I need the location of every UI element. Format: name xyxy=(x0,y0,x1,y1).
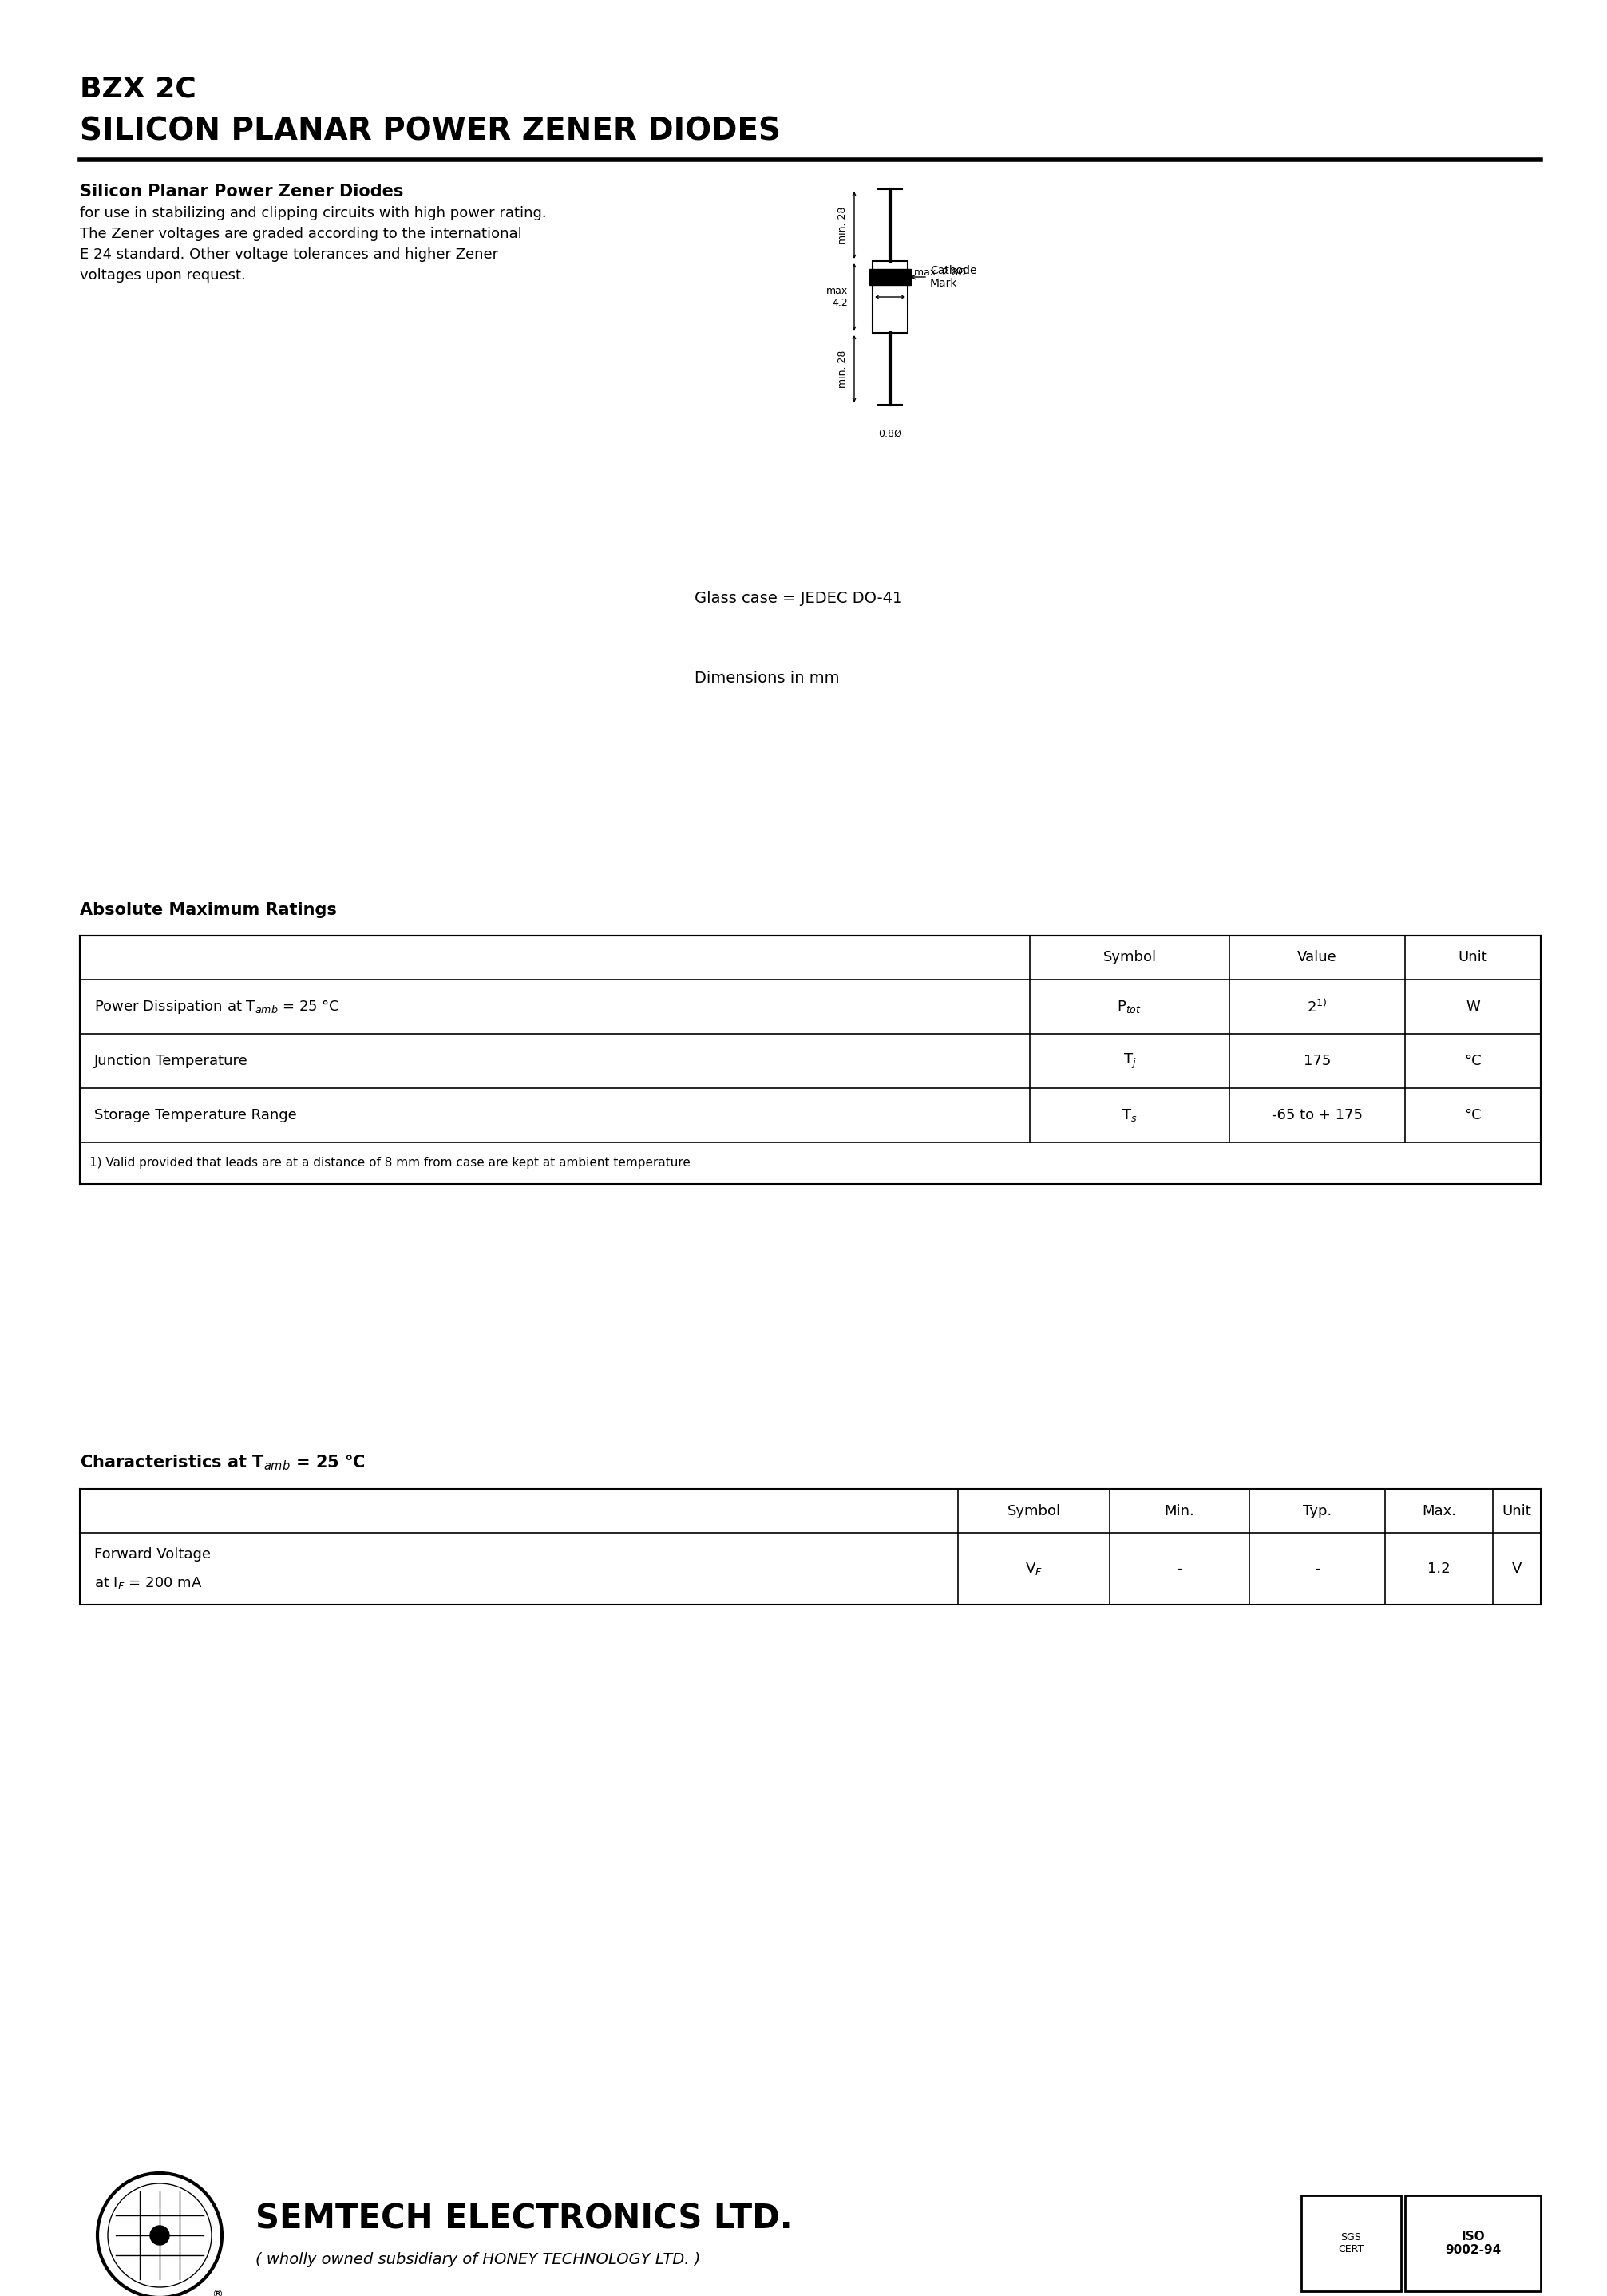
Bar xyxy=(1405,2195,1541,2291)
Text: Glass case = JEDEC DO-41: Glass case = JEDEC DO-41 xyxy=(694,590,903,606)
Text: -: - xyxy=(1315,1561,1319,1575)
Text: Absolute Maximum Ratings: Absolute Maximum Ratings xyxy=(80,902,337,918)
Text: Unit: Unit xyxy=(1503,1504,1531,1518)
Text: Symbol: Symbol xyxy=(1008,1504,1061,1518)
Text: -65 to + 175: -65 to + 175 xyxy=(1271,1109,1363,1123)
Text: Max.: Max. xyxy=(1422,1504,1456,1518)
Text: T$_{s}$: T$_{s}$ xyxy=(1122,1107,1138,1123)
Text: min. 28: min. 28 xyxy=(837,207,848,243)
Text: °C: °C xyxy=(1464,1109,1482,1123)
Text: P$_{tot}$: P$_{tot}$ xyxy=(1117,999,1143,1015)
Text: ®: ® xyxy=(212,2289,223,2296)
Text: -: - xyxy=(1176,1561,1183,1575)
Text: V: V xyxy=(1512,1561,1522,1575)
Text: Characteristics at T$_{amb}$ = 25 °C: Characteristics at T$_{amb}$ = 25 °C xyxy=(80,1453,365,1472)
Text: SILICON PLANAR POWER ZENER DIODES: SILICON PLANAR POWER ZENER DIODES xyxy=(80,115,781,147)
Text: Power Dissipation at T$_{amb}$ = 25 °C: Power Dissipation at T$_{amb}$ = 25 °C xyxy=(95,999,339,1015)
Text: at I$_{F}$ = 200 mA: at I$_{F}$ = 200 mA xyxy=(95,1575,202,1591)
Text: 175: 175 xyxy=(1303,1054,1331,1068)
Circle shape xyxy=(149,2225,169,2245)
Text: min. 28: min. 28 xyxy=(837,349,848,388)
Text: 0.8Ø: 0.8Ø xyxy=(877,429,902,439)
Text: ( wholly owned subsidiary of HONEY TECHNOLOGY LTD. ): ( wholly owned subsidiary of HONEY TECHN… xyxy=(256,2252,701,2266)
Text: BZX 2C: BZX 2C xyxy=(80,76,196,103)
Text: Symbol: Symbol xyxy=(1102,951,1157,964)
Text: Unit: Unit xyxy=(1458,951,1488,964)
Text: max. 2.8Ø: max. 2.8Ø xyxy=(914,266,966,278)
Text: Junction Temperature: Junction Temperature xyxy=(95,1054,247,1068)
Text: T$_{j}$: T$_{j}$ xyxy=(1123,1052,1136,1070)
Text: Storage Temperature Range: Storage Temperature Range xyxy=(95,1109,297,1123)
Text: Value: Value xyxy=(1297,951,1337,964)
Text: voltages upon request.: voltages upon request. xyxy=(80,269,246,282)
Text: 1.2: 1.2 xyxy=(1427,1561,1451,1575)
Text: SEMTECH ELECTRONICS LTD.: SEMTECH ELECTRONICS LTD. xyxy=(256,2202,792,2236)
Text: E 24 standard. Other voltage tolerances and higher Zener: E 24 standard. Other voltage tolerances … xyxy=(80,248,498,262)
Text: W: W xyxy=(1466,999,1480,1015)
Text: for use in stabilizing and clipping circuits with high power rating.: for use in stabilizing and clipping circ… xyxy=(80,207,546,220)
Bar xyxy=(1302,2195,1401,2291)
Text: The Zener voltages are graded according to the international: The Zener voltages are graded according … xyxy=(80,227,522,241)
Bar xyxy=(869,269,911,285)
Text: °C: °C xyxy=(1464,1054,1482,1068)
Text: Forward Voltage: Forward Voltage xyxy=(95,1548,211,1561)
Text: Min.: Min. xyxy=(1165,1504,1194,1518)
Text: ISO
9002-94: ISO 9002-94 xyxy=(1445,2229,1501,2257)
Text: Cathode
Mark: Cathode Mark xyxy=(930,264,977,289)
Text: SGS
CERT: SGS CERT xyxy=(1339,2232,1364,2255)
Text: 2$^{1)}$: 2$^{1)}$ xyxy=(1306,999,1327,1015)
Bar xyxy=(873,262,908,333)
Text: 1) Valid provided that leads are at a distance of 8 mm from case are kept at amb: 1) Valid provided that leads are at a di… xyxy=(90,1157,691,1169)
Text: Dimensions in mm: Dimensions in mm xyxy=(694,670,839,687)
Text: Typ.: Typ. xyxy=(1303,1504,1332,1518)
Text: max
4.2: max 4.2 xyxy=(826,285,848,308)
Text: V$_{F}$: V$_{F}$ xyxy=(1025,1561,1043,1577)
Text: Silicon Planar Power Zener Diodes: Silicon Planar Power Zener Diodes xyxy=(80,184,403,200)
